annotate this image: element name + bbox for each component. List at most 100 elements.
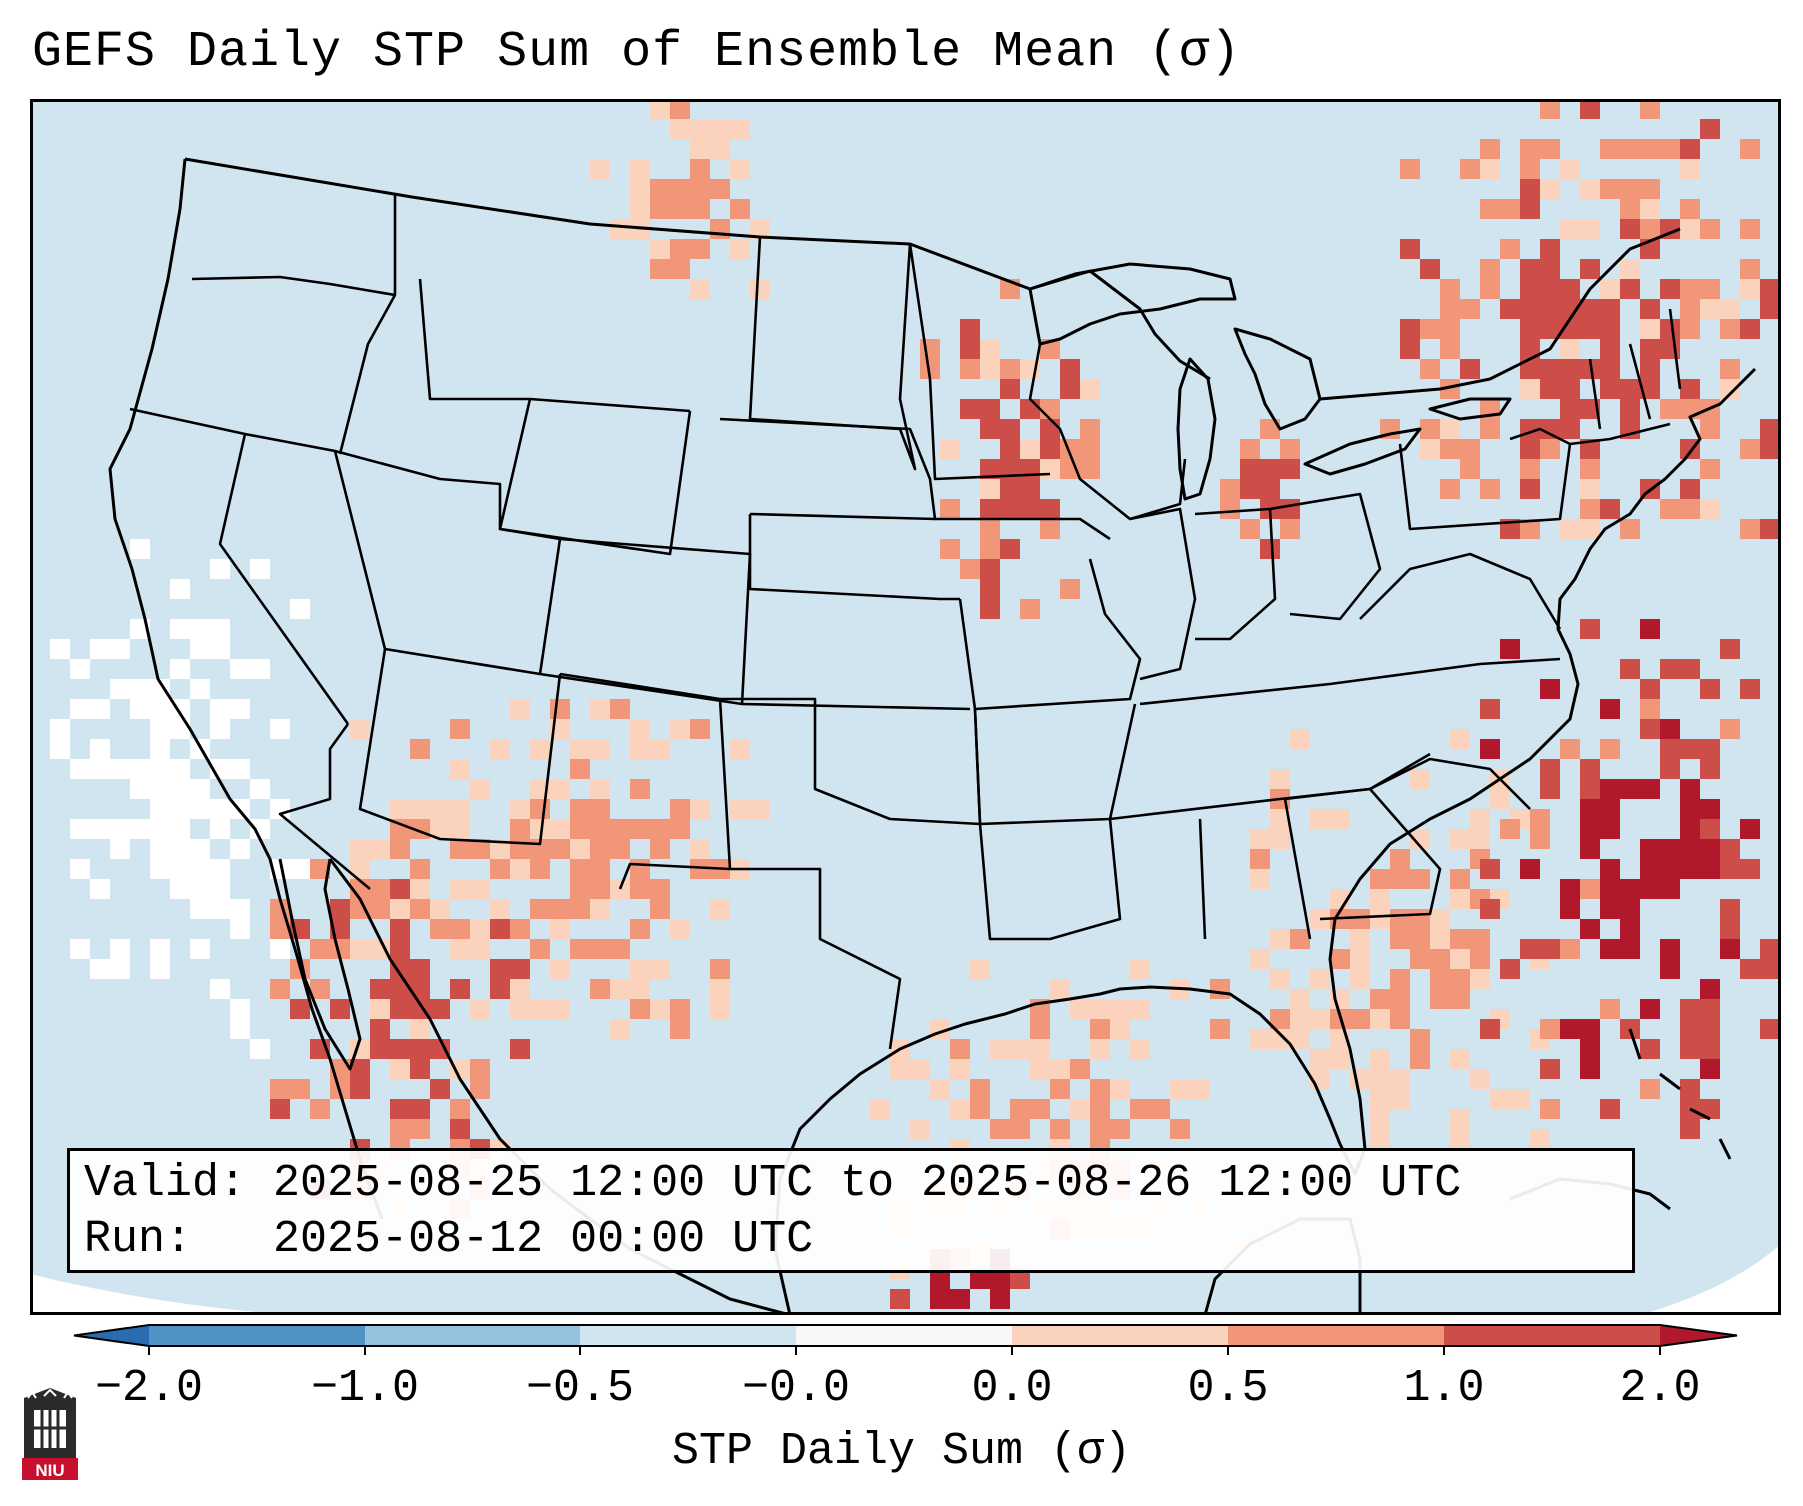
anomaly-cell [670, 99, 690, 119]
anomaly-cell [1040, 459, 1060, 479]
anomaly-cell [1000, 539, 1020, 559]
anomaly-cell [90, 819, 110, 839]
anomaly-cell [1680, 739, 1700, 759]
anomaly-cell [930, 1289, 950, 1309]
anomaly-cell [650, 199, 670, 219]
anomaly-cell [690, 859, 710, 879]
anomaly-cell [530, 799, 550, 819]
anomaly-cell [1560, 739, 1580, 759]
anomaly-cell [1450, 1129, 1470, 1149]
anomaly-cell [1280, 499, 1300, 519]
anomaly-cell [1450, 729, 1470, 749]
anomaly-cell [710, 959, 730, 979]
anomaly-cell [1760, 1019, 1780, 1039]
dakotas-border [748, 236, 917, 471]
anomaly-cell [730, 159, 750, 179]
anomaly-cell [1640, 359, 1660, 379]
anomaly-cell [650, 819, 670, 839]
anomaly-cell [1500, 959, 1520, 979]
colorbar-tick-label: 2.0 [1619, 1363, 1701, 1414]
anomaly-cell [670, 119, 690, 139]
in-border [1194, 507, 1277, 641]
anomaly-cell [1740, 439, 1760, 459]
anomaly-cell [1620, 399, 1640, 419]
anomaly-cell [230, 1019, 250, 1039]
anomaly-cell [450, 919, 470, 939]
anomaly-cell [1330, 1049, 1350, 1069]
anomaly-cell [1620, 899, 1640, 919]
anomaly-cell [430, 819, 450, 839]
mt-south-border [418, 278, 691, 413]
anomaly-cell [350, 1079, 370, 1099]
anomaly-cell [1580, 919, 1600, 939]
anomaly-cell [1640, 99, 1660, 119]
anomaly-cell [1640, 719, 1660, 739]
mn-ia-border [908, 243, 1051, 481]
anomaly-cell [1540, 379, 1560, 399]
anomaly-cell [1280, 439, 1300, 459]
anomaly-cell [950, 1039, 970, 1059]
anomaly-cell [630, 719, 650, 739]
anomaly-cell [1520, 139, 1540, 159]
anomaly-cell [1290, 989, 1310, 1009]
co-border [539, 537, 752, 706]
anomaly-cell [1540, 179, 1560, 199]
anomaly-cell [470, 1059, 490, 1079]
anomaly-cell [930, 1269, 950, 1289]
colorbar-tick-label: 1.0 [1403, 1363, 1485, 1414]
anomaly-cell [650, 99, 670, 119]
anomaly-cell [1600, 179, 1620, 199]
anomaly-cell [980, 459, 1000, 479]
anomaly-cell [1210, 979, 1230, 999]
anomaly-cell [1620, 879, 1640, 899]
anomaly-cell [530, 899, 550, 919]
anomaly-cell [990, 1289, 1010, 1309]
anomaly-cell [1680, 839, 1700, 859]
anomaly-cell [1110, 1019, 1130, 1039]
projection-edge-bottom-right [1640, 1244, 1781, 1315]
anomaly-cell [1740, 319, 1760, 339]
anomaly-cell [1540, 439, 1560, 459]
anomaly-cell [1470, 1069, 1490, 1089]
pa-ny-border [1398, 427, 1572, 531]
anomaly-cell [1680, 819, 1700, 839]
anomaly-cell [1700, 1059, 1720, 1079]
anomaly-cell [290, 1079, 310, 1099]
anomaly-cell [90, 739, 110, 759]
anomaly-cell [350, 1059, 370, 1079]
anomaly-cell [610, 819, 630, 839]
anomaly-cell [170, 579, 190, 599]
anomaly-cell [730, 119, 750, 139]
anomaly-cell [1640, 379, 1660, 399]
anomaly-cell [590, 799, 610, 819]
anomaly-cell [1680, 659, 1700, 679]
anomaly-cell [1700, 119, 1720, 139]
ky-tn-border [1139, 657, 1561, 706]
anomaly-cell [1460, 439, 1480, 459]
colorbar-tick-label: 0.0 [971, 1363, 1053, 1414]
anomaly-cell [110, 819, 130, 839]
anomaly-cell [370, 1039, 390, 1059]
anomaly-cell [1410, 869, 1430, 889]
anomaly-cell [1500, 819, 1520, 839]
anomaly-cell [610, 699, 630, 719]
anomaly-cell [230, 899, 250, 919]
anomaly-cell [1740, 859, 1760, 879]
anomaly-cell [950, 1059, 970, 1079]
anomaly-cell [1040, 519, 1060, 539]
anomaly-cell [1280, 519, 1300, 539]
anomaly-cell [960, 559, 980, 579]
anomaly-cell [1680, 499, 1700, 519]
anomaly-cell [1030, 1099, 1050, 1119]
anomaly-cell [1000, 479, 1020, 499]
anomaly-cell [490, 979, 510, 999]
anomaly-cell [370, 999, 390, 1019]
anomaly-cell [750, 219, 770, 239]
anomaly-cell [510, 999, 530, 1019]
anomaly-cell [1370, 989, 1390, 1009]
anomaly-cell [1540, 259, 1560, 279]
anomaly-cell [1640, 339, 1660, 359]
anomaly-cell [670, 239, 690, 259]
run-label: Run: [84, 1214, 193, 1265]
anomaly-cell [670, 819, 690, 839]
